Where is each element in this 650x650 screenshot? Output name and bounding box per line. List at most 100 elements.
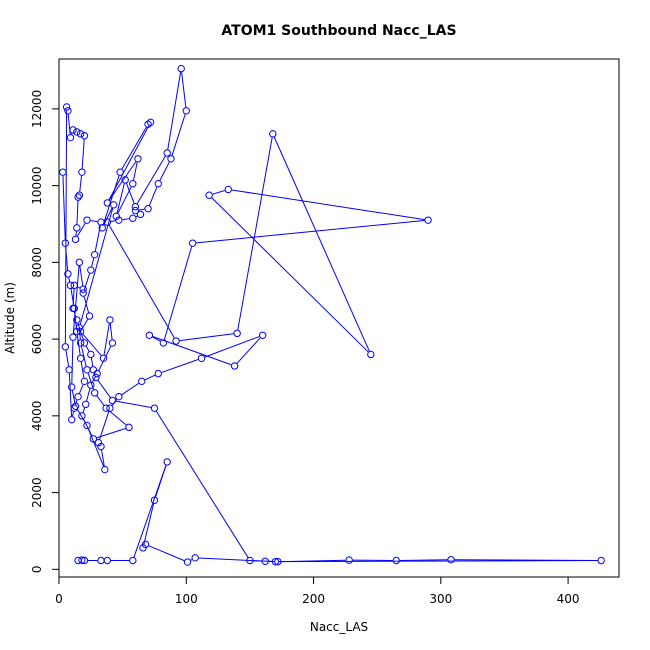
data-point <box>85 312 94 320</box>
series-segment <box>171 114 186 156</box>
y-tick-label: 0 <box>30 566 44 574</box>
data-point <box>172 337 180 345</box>
data-point <box>80 132 89 140</box>
data-point <box>97 442 105 451</box>
x-tick-label: 0 <box>55 592 63 606</box>
data-point <box>197 354 206 362</box>
series-segment <box>198 557 262 562</box>
data-point <box>129 214 137 222</box>
series-segment <box>133 162 138 181</box>
series-segment <box>80 346 87 367</box>
data-point <box>79 289 87 297</box>
data-point <box>258 331 267 339</box>
data-point <box>106 316 114 324</box>
data-point <box>125 423 133 432</box>
series-segment <box>121 127 147 170</box>
series-segment <box>83 296 90 313</box>
series-segment <box>82 407 86 413</box>
data-point <box>64 270 72 278</box>
data-point <box>74 193 82 201</box>
data-point <box>271 557 280 566</box>
data-point <box>83 366 91 374</box>
series-segment <box>98 345 112 371</box>
data-point <box>74 392 82 401</box>
series-segment <box>109 161 137 201</box>
data-point <box>205 191 213 199</box>
x-tick-label: 100 <box>175 592 198 606</box>
series-segment <box>90 357 94 367</box>
data-point <box>75 258 84 267</box>
data-point <box>138 377 146 386</box>
series-segment <box>77 286 81 289</box>
series-segment <box>85 345 90 352</box>
data-point <box>92 373 100 382</box>
data-point <box>103 199 112 207</box>
data-point <box>116 168 124 176</box>
series-segment <box>163 246 193 340</box>
series-segment <box>144 374 156 381</box>
series-segment <box>399 559 448 561</box>
data-point <box>94 439 103 447</box>
data-point <box>65 366 73 374</box>
series-segment <box>74 399 78 405</box>
data-point <box>87 381 95 389</box>
data-point <box>131 206 140 215</box>
data-point <box>74 556 82 565</box>
chart-title: ATOM1 Southbound Nacc_LAS <box>221 23 456 39</box>
series-segment <box>211 197 369 353</box>
series-segment <box>71 340 74 384</box>
series-segment <box>79 175 83 192</box>
series-segment <box>148 186 158 206</box>
series-segment <box>179 333 234 342</box>
data-point <box>154 369 162 378</box>
series-segment <box>231 189 425 221</box>
data-point <box>90 389 99 397</box>
series-segment <box>76 222 86 237</box>
data-point <box>131 203 140 211</box>
data-point <box>269 130 277 138</box>
series-segment <box>101 450 105 467</box>
x-axis: 0 100 200 300 400 <box>55 576 580 606</box>
data-point <box>129 556 137 565</box>
data-point <box>68 415 76 424</box>
series-segment <box>181 72 187 108</box>
series-segment <box>76 200 79 225</box>
series-segment <box>103 207 113 225</box>
series-segment <box>190 559 193 561</box>
data-point <box>188 239 197 247</box>
data-point <box>115 216 123 224</box>
data-point <box>121 176 129 184</box>
series-segment <box>97 380 111 398</box>
data-point <box>167 155 175 163</box>
series-segment <box>138 208 145 211</box>
series-segment <box>72 288 75 305</box>
data-point <box>261 557 269 565</box>
series-segment <box>135 215 138 218</box>
data-point <box>177 64 185 73</box>
series-segment <box>115 400 152 409</box>
series-segment <box>79 384 84 394</box>
data-point <box>108 396 117 405</box>
series-segment <box>65 350 70 367</box>
series-segment <box>76 409 86 423</box>
series-segment <box>161 359 199 373</box>
data-point <box>230 362 239 370</box>
data-point <box>71 235 80 244</box>
series-segment <box>136 155 166 204</box>
data-point <box>103 218 112 226</box>
data-point <box>76 339 85 347</box>
data-point <box>70 404 78 412</box>
y-tick-label: 2000 <box>30 477 44 508</box>
series-segment <box>152 336 161 342</box>
series-segment <box>102 175 120 225</box>
series-segment <box>79 265 84 286</box>
series-segment <box>273 136 370 352</box>
data-point <box>447 556 455 564</box>
data-point <box>102 404 110 412</box>
series-segment <box>82 318 89 329</box>
series-segment <box>96 427 126 439</box>
series-segment <box>87 373 94 390</box>
series-segment <box>167 72 182 150</box>
data-point <box>73 327 81 336</box>
x-tick-label: 400 <box>557 592 580 606</box>
